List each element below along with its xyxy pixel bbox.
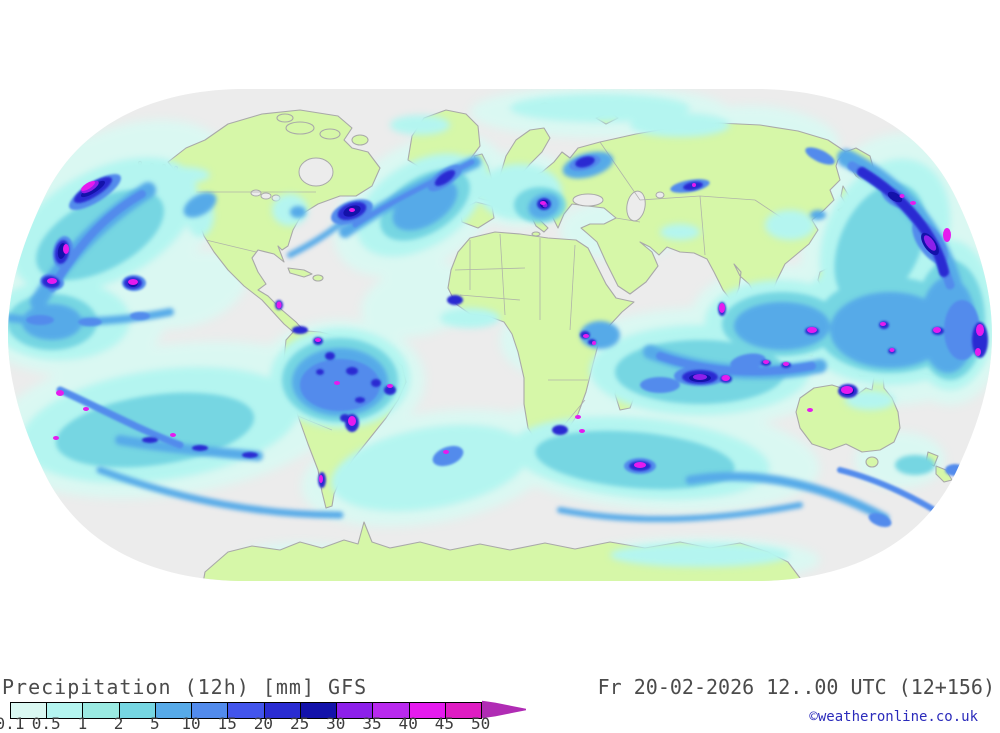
legend-tick-label: 35 (362, 714, 382, 733)
legend-cell (408, 703, 445, 718)
legend-cell (11, 703, 47, 718)
legend-cell (227, 703, 264, 718)
black-sea (572, 193, 604, 207)
valid-time: Fr 20-02-2026 12..00 UTC (12+156) (597, 675, 995, 699)
legend-tick-label: 25 (289, 714, 310, 733)
legend-tick-label: 2 (113, 714, 124, 733)
legend-tick-label: 30 (326, 714, 346, 733)
legend-bar (10, 702, 482, 719)
legend-tick-label: 10 (181, 714, 201, 733)
legend-cell (263, 703, 300, 718)
legend-cell (154, 703, 192, 718)
legend-tick-label: 20 (253, 714, 274, 733)
legend-tick-label: 0.5 (31, 714, 61, 733)
legend-cell (118, 703, 155, 718)
legend-tick-label: 0.1 (0, 714, 25, 733)
world-precipitation-map (8, 89, 992, 581)
cuba (287, 267, 313, 278)
legend-cell (336, 703, 373, 718)
tasmania (865, 456, 879, 468)
hudson-bay (298, 157, 334, 187)
precip-magenta (47, 181, 984, 483)
copyright-link[interactable]: ©weatheronline.co.uk (809, 709, 978, 725)
legend-cell (46, 703, 83, 718)
legend-tick-label: 40 (398, 714, 418, 733)
legend-cell (299, 703, 337, 718)
legend-tick-label: 15 (217, 714, 237, 733)
legend-tick-label: 1 (77, 714, 88, 733)
legend-cell (372, 703, 409, 718)
legend-tick-label: 45 (434, 714, 455, 733)
legend-tick-label: 5 (149, 714, 160, 733)
legend-cell (444, 703, 482, 718)
legend-cell (82, 703, 119, 718)
legend-cell (191, 703, 228, 718)
map-title: Precipitation (12h) [mm] GFS (2, 675, 368, 699)
legend-tick-label: 50 (470, 714, 491, 733)
